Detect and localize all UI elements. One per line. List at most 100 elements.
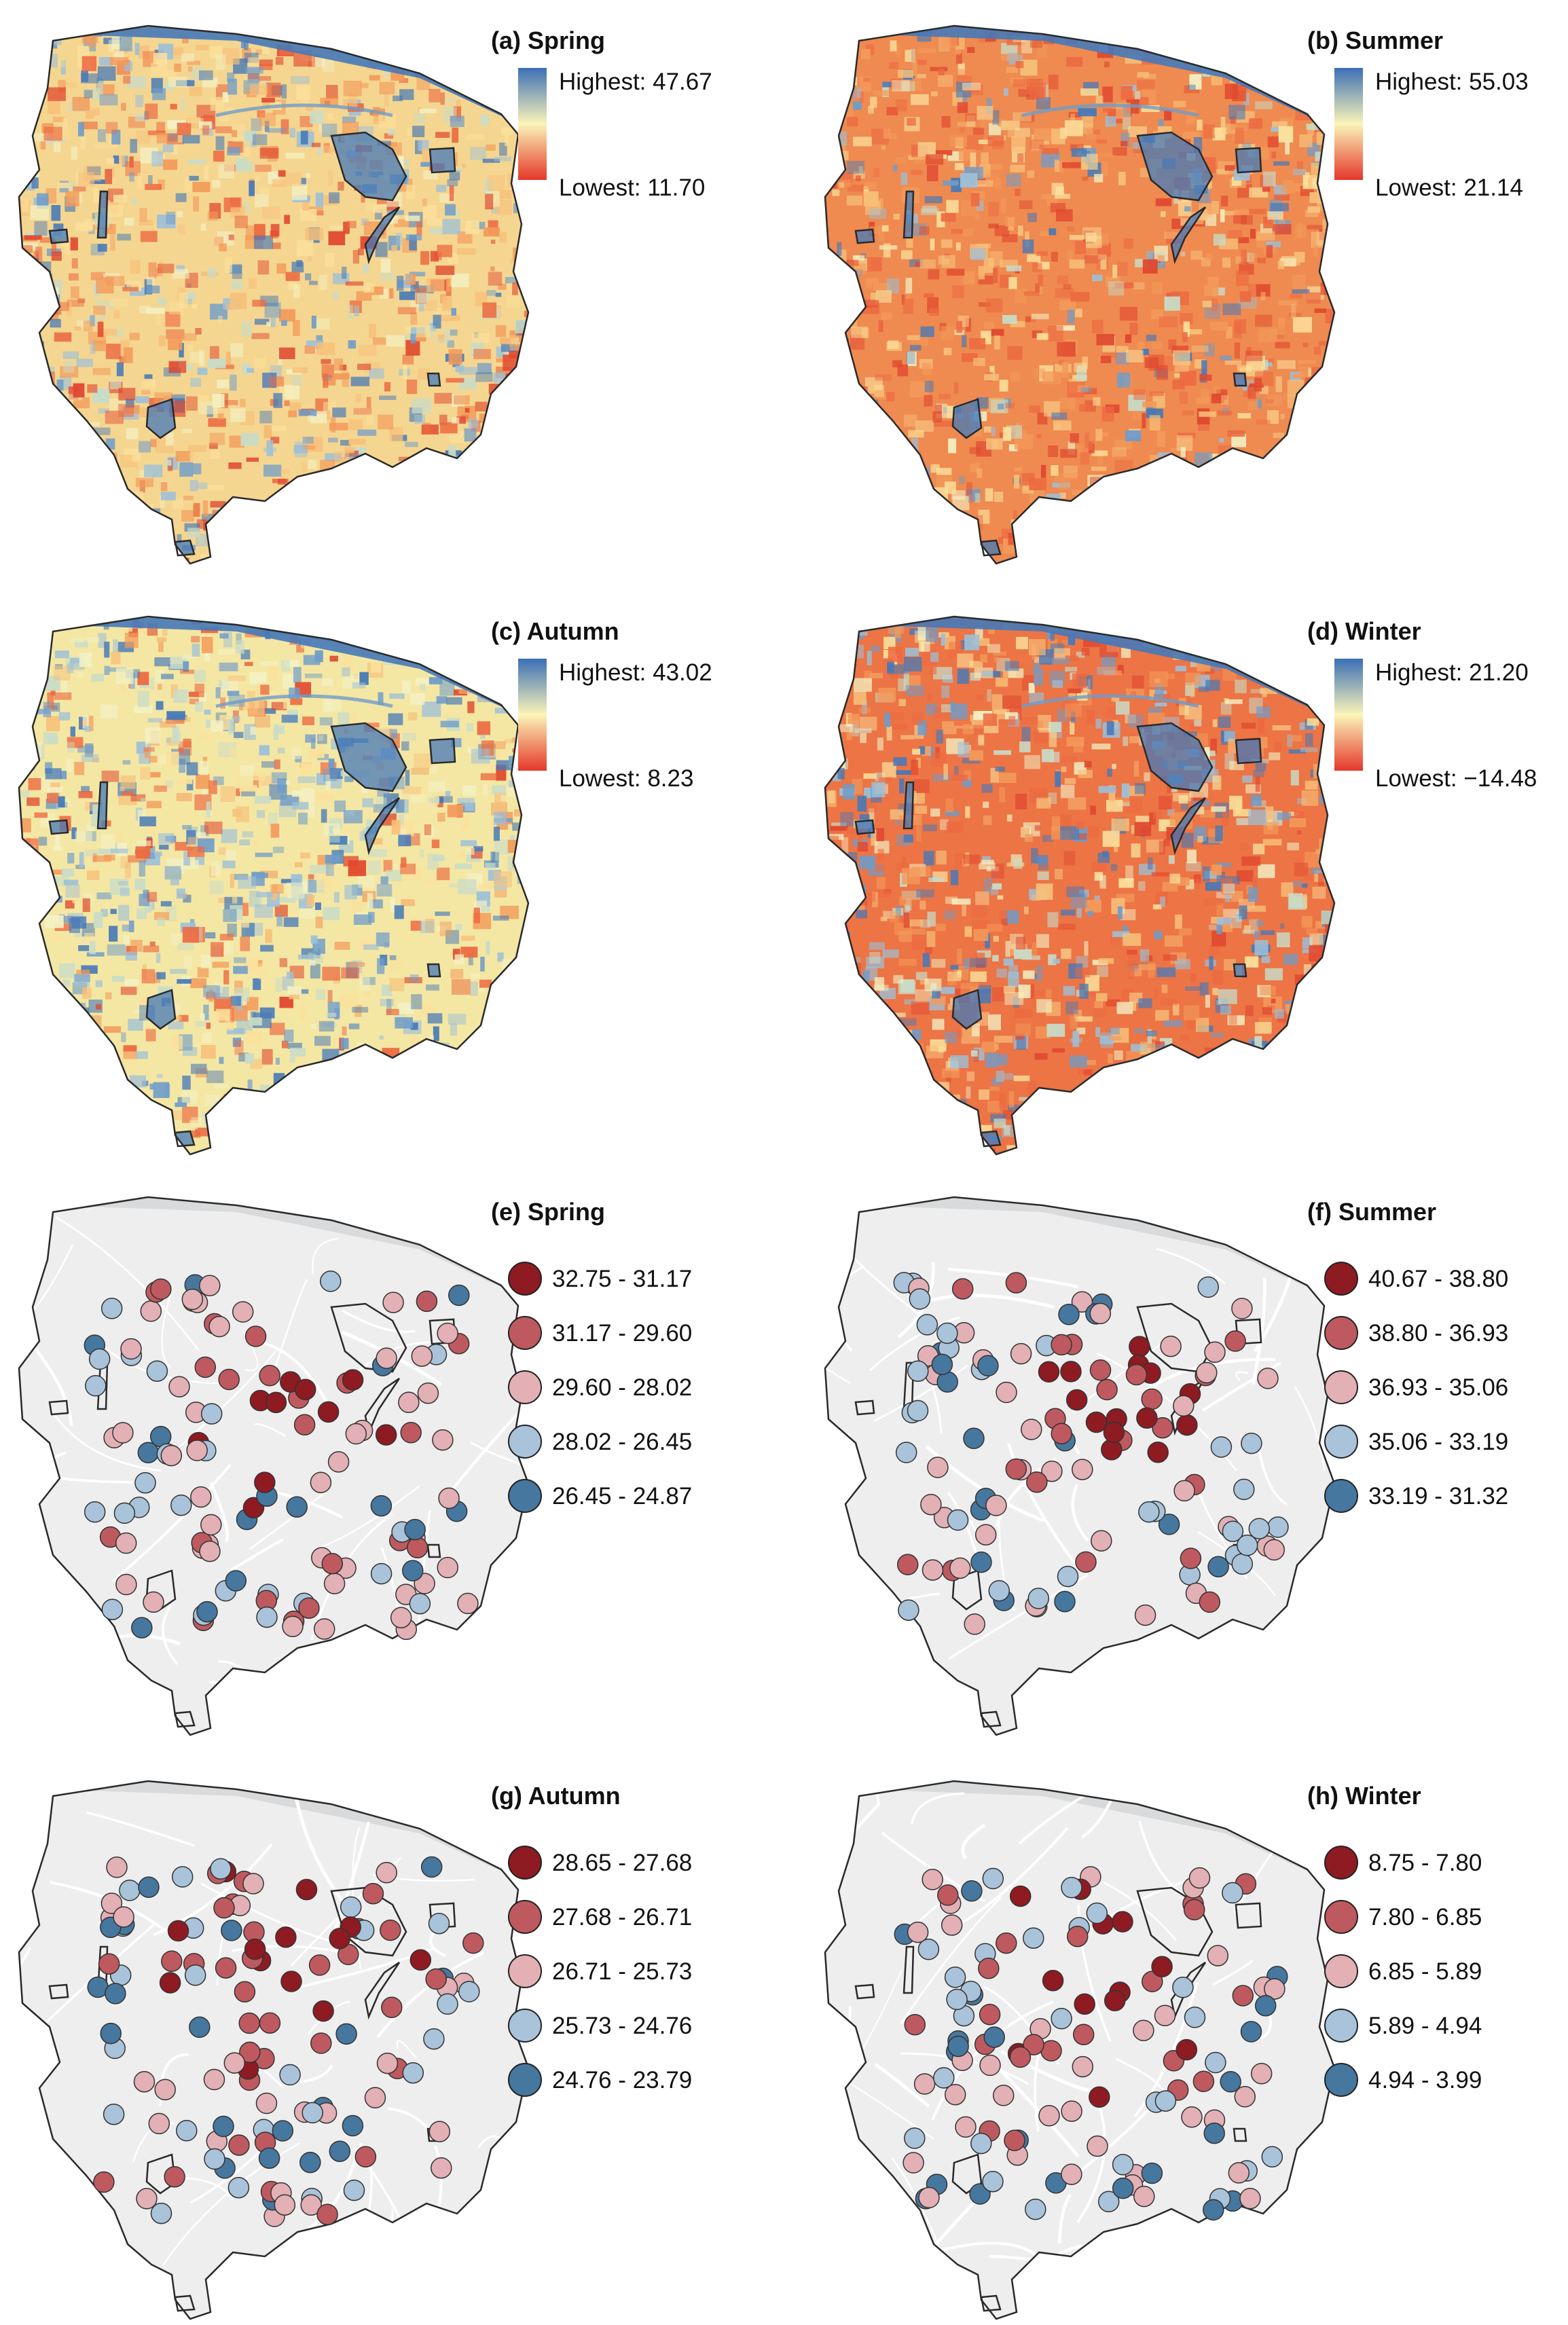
- map-point: [970, 1551, 992, 1573]
- map-point: [1091, 1530, 1112, 1552]
- legend-class-label: 32.75 - 31.17: [552, 1266, 692, 1292]
- map-point: [1142, 1971, 1163, 1992]
- legend-class-label: 24.76 - 23.79: [552, 2067, 692, 2093]
- map-point: [380, 1919, 401, 1941]
- map-point: [1176, 1414, 1198, 1436]
- map-point: [293, 1414, 316, 1436]
- map-point: [199, 1275, 221, 1297]
- class-legend: 32.75 - 31.17 31.17 - 29.60 29.60 - 28.02 2…: [508, 1262, 692, 1513]
- map-point: [329, 2140, 351, 2162]
- map-point: [200, 1514, 222, 1536]
- map-point: [1058, 1304, 1080, 1325]
- map-point: [1205, 2051, 1226, 2074]
- legend-class-label: 40.67 - 38.80: [1368, 1266, 1508, 1292]
- map-point: [1085, 1411, 1108, 1433]
- map-point: [974, 1524, 997, 1545]
- map-point: [1224, 1330, 1246, 1352]
- map-point: [215, 1957, 237, 1979]
- map-point: [265, 1391, 287, 1414]
- map-point: [1138, 1501, 1160, 1523]
- map-point: [213, 1897, 235, 1919]
- map-point: [937, 1884, 959, 1906]
- map-point: [996, 1932, 1017, 1954]
- map-point: [425, 1968, 447, 1990]
- map-outline: [824, 615, 1336, 1156]
- panel-b: (b) Summer Highest: 55.03 Lowest: 21.14: [824, 24, 1529, 565]
- map-point: [168, 1376, 190, 1397]
- panel-e: (e) Spring 32.75 - 31.17 31.17 - 29.60 29.6…: [18, 1196, 692, 1736]
- map-point: [417, 1382, 439, 1404]
- map-point: [295, 1879, 318, 1901]
- legend-swatch: [1324, 2009, 1358, 2043]
- map-point: [936, 1322, 958, 1344]
- map-point: [150, 2202, 172, 2225]
- map-point: [409, 1949, 432, 1971]
- map-point: [420, 1856, 443, 1878]
- legend-class-label: 28.65 - 27.68: [552, 1850, 692, 1876]
- map-point: [1234, 2086, 1256, 2108]
- map-point: [437, 1556, 458, 1579]
- map-point: [996, 1381, 1017, 1404]
- map-point: [1254, 1994, 1277, 2017]
- map-point: [176, 2120, 198, 2142]
- map-point: [1027, 1588, 1050, 1609]
- legend-class-label: 27.68 - 26.71: [552, 1904, 692, 1930]
- map-point: [1239, 2187, 1261, 2210]
- map-point: [194, 1356, 217, 1378]
- map-point: [134, 1471, 156, 1494]
- map-point: [244, 1938, 266, 1960]
- map-point: [1231, 1298, 1253, 1319]
- map-point: [933, 2067, 955, 2089]
- map-point: [409, 1592, 431, 1615]
- map-point: [982, 2170, 1004, 2193]
- legend-class-label: 5.89 - 4.94: [1368, 2013, 1482, 2039]
- map-point: [1041, 1460, 1063, 1482]
- map-point: [376, 1347, 397, 1370]
- map-point: [199, 1540, 221, 1562]
- map-g: [18, 1780, 530, 2320]
- points-h: [894, 1866, 1288, 2221]
- legend-swatch: [508, 1900, 542, 1934]
- map-point: [947, 2035, 969, 2057]
- map-point: [275, 1926, 297, 1948]
- map-point: [944, 1966, 966, 1988]
- map-point: [105, 1983, 126, 2004]
- map-point: [1103, 1421, 1125, 1444]
- map-point: [1154, 2004, 1176, 2027]
- map-point: [272, 2120, 294, 2142]
- map-point: [280, 1971, 302, 1992]
- map-point: [916, 1314, 938, 1336]
- map-point: [458, 1981, 480, 2002]
- map-point: [1220, 2071, 1241, 2093]
- map-point: [895, 1442, 917, 1463]
- class-legend: 8.75 - 7.80 7.80 - 6.85 6.85 - 5.89 5.89 - …: [1324, 1846, 1482, 2097]
- map-point: [113, 1906, 134, 1928]
- map-point: [390, 1607, 412, 1628]
- panel-title: (f) Summer: [1307, 1198, 1436, 1226]
- map-point: [258, 2147, 280, 2169]
- map-point: [85, 1375, 107, 1397]
- map-point: [1112, 2154, 1134, 2176]
- map-point: [927, 1457, 949, 1478]
- map-point: [1133, 2185, 1155, 2208]
- map-outline: [824, 1196, 1336, 1736]
- map-point: [376, 1862, 397, 1884]
- map-point: [402, 2062, 424, 2084]
- map-point: [1181, 2106, 1203, 2128]
- map-point: [329, 1928, 350, 1949]
- map-point: [1160, 1335, 1182, 1357]
- map-point: [310, 2032, 332, 2054]
- legend-swatch: [1324, 1479, 1358, 1513]
- map-point: [1134, 1604, 1156, 1626]
- map-point: [225, 1570, 247, 1592]
- map-point: [362, 1883, 384, 1905]
- map-point: [381, 1996, 403, 2019]
- legend-class-label: 4.94 - 3.99: [1368, 2067, 1482, 2093]
- map-point: [1129, 1336, 1150, 1357]
- map-point: [170, 1494, 192, 1516]
- map-point: [1074, 1993, 1095, 2015]
- legend-class-label: 31.17 - 29.60: [552, 1320, 692, 1347]
- map-point: [1023, 2034, 1044, 2055]
- map-point: [1071, 1291, 1093, 1313]
- map-point: [1096, 1378, 1118, 1401]
